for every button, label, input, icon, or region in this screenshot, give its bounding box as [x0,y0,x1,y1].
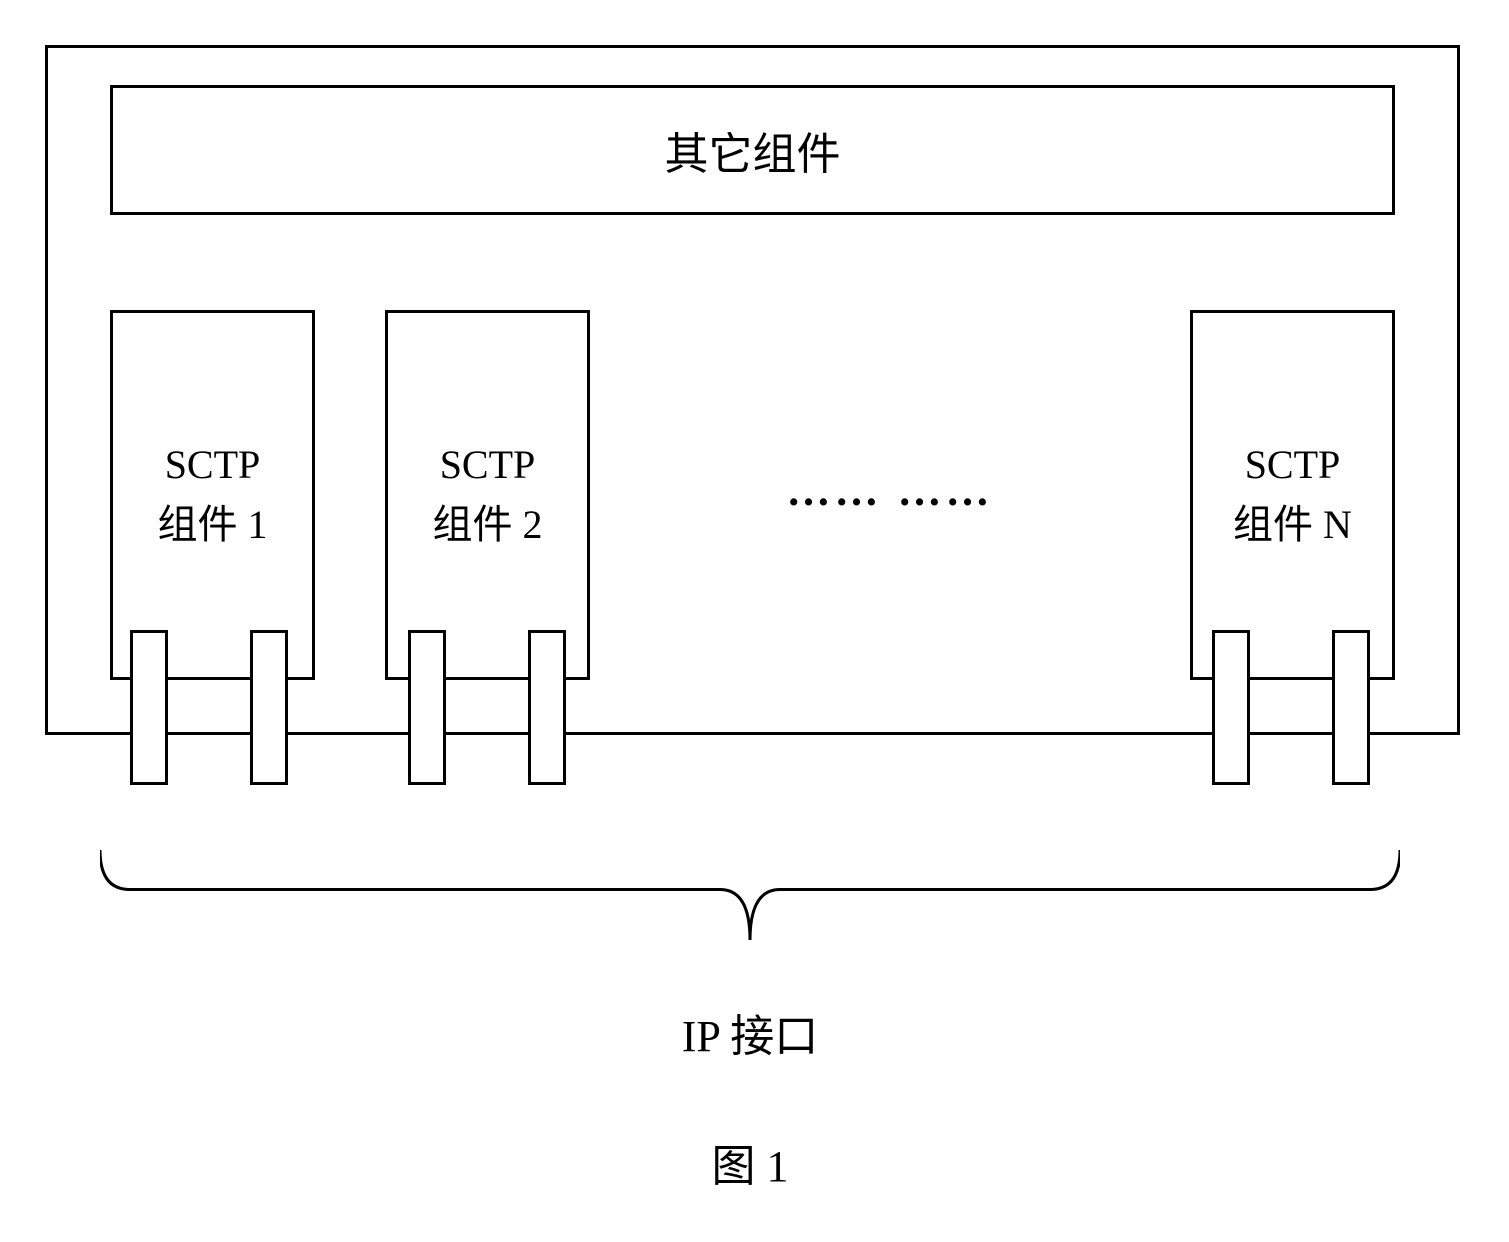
sctp-box-2-line1: SCTP [433,435,543,495]
sctp-box-2: SCTP 组件 2 [385,310,590,680]
top-other-components-label: 其它组件 [665,118,841,182]
io-pin [1332,630,1370,785]
sctp-box-1-line2: 组件 1 [158,495,268,555]
ip-interface-label: IP 接口 [600,1000,900,1060]
io-pin [250,630,288,785]
io-pin [528,630,566,785]
curly-brace-icon [100,840,1400,950]
sctp-box-1: SCTP 组件 1 [110,310,315,680]
sctp-box-n-line2: 组件 N [1233,495,1352,555]
sctp-box-1-line1: SCTP [158,435,268,495]
io-pin [1212,630,1250,785]
ellipsis-dots: …… …… [760,460,1020,520]
figure-caption: 图 1 [650,1130,850,1190]
sctp-box-2-line2: 组件 2 [433,495,543,555]
io-pin [130,630,168,785]
top-other-components-box: 其它组件 [110,85,1395,215]
sctp-box-n: SCTP 组件 N [1190,310,1395,680]
sctp-box-n-line1: SCTP [1233,435,1352,495]
io-pin [408,630,446,785]
diagram-canvas: 其它组件 SCTP 组件 1 SCTP 组件 2 SCTP 组件 N …… ……… [40,40,1469,1202]
